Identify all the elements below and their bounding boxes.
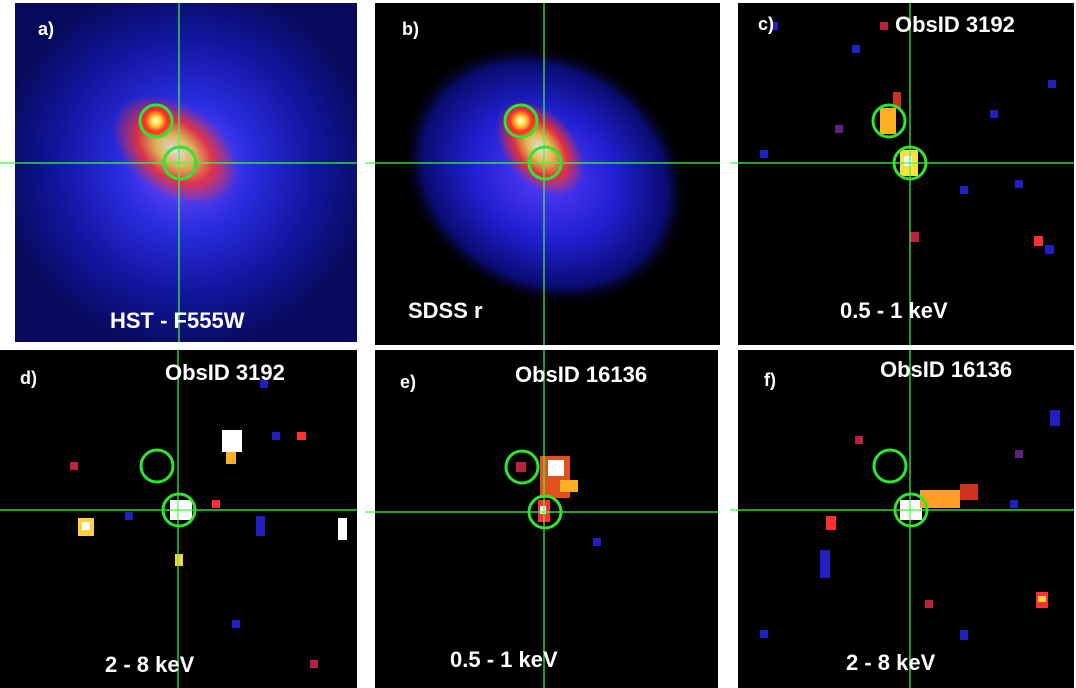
panel-label: d) xyxy=(20,368,37,388)
xray-pixels xyxy=(516,456,601,546)
xray-pixel xyxy=(960,630,968,640)
panel-label: a) xyxy=(38,19,54,39)
panel-f: f) ObsID 16136 2 - 8 keV xyxy=(730,350,1074,688)
source-circle xyxy=(893,492,929,528)
xray-pixel xyxy=(82,522,90,530)
xray-pixel xyxy=(125,512,133,520)
caption: ObsID 3192 xyxy=(895,12,1015,37)
xray-pixels xyxy=(760,410,1060,640)
xray-pixel xyxy=(548,460,564,476)
source-circle xyxy=(872,448,908,484)
caption: ObsID 16136 xyxy=(880,357,1012,382)
caption: SDSS r xyxy=(408,298,483,323)
source-circle xyxy=(871,103,907,139)
caption: 0.5 - 1 keV xyxy=(450,647,558,672)
panel-d: d) ObsID 3192 2 - 8 keV xyxy=(0,350,357,688)
xray-pixel xyxy=(960,484,978,500)
xray-pixel xyxy=(1015,180,1023,188)
xray-pixel xyxy=(256,516,265,536)
xray-pixel xyxy=(560,480,578,492)
xray-pixel xyxy=(175,554,183,566)
source-circle xyxy=(892,145,928,181)
xray-pixel xyxy=(338,518,347,540)
xray-pixel xyxy=(855,436,863,444)
xray-pixel xyxy=(852,45,860,53)
caption: 2 - 8 keV xyxy=(105,652,195,677)
xray-pixel xyxy=(880,22,888,30)
xray-pixel xyxy=(990,110,998,118)
panel-label: e) xyxy=(400,372,416,392)
xray-pixel xyxy=(1038,596,1046,602)
xray-pixel xyxy=(1045,245,1054,254)
xray-pixel xyxy=(835,125,843,133)
xray-pixel xyxy=(920,490,960,508)
caption: 0.5 - 1 keV xyxy=(840,298,948,323)
xray-pixel xyxy=(760,150,768,158)
xray-pixel xyxy=(880,108,896,134)
xray-pixel xyxy=(540,506,546,514)
nucleus xyxy=(503,103,539,139)
source-circle xyxy=(504,449,540,485)
caption: HST - F555W xyxy=(110,308,245,333)
xray-pixel xyxy=(925,600,933,608)
panel-label: b) xyxy=(402,19,419,39)
xray-pixel xyxy=(260,380,268,388)
source-circle xyxy=(161,492,197,528)
xray-pixels xyxy=(70,380,347,668)
xray-pixel xyxy=(226,452,236,464)
panel-b: b) SDSS r xyxy=(365,3,720,345)
xray-pixel xyxy=(904,156,912,166)
xray-pixel xyxy=(297,432,306,440)
panel-label: c) xyxy=(758,14,774,34)
xray-pixel xyxy=(1010,500,1018,508)
xray-pixel xyxy=(310,660,318,668)
xray-pixel xyxy=(826,516,836,530)
caption: 2 - 8 keV xyxy=(846,650,936,675)
nucleus xyxy=(138,103,174,139)
xray-pixel xyxy=(1034,236,1043,246)
panel-label: f) xyxy=(764,370,776,390)
xray-pixel xyxy=(222,430,242,452)
panel-c: c) ObsID 3192 0.5 - 1 keV xyxy=(730,3,1074,345)
source-circle xyxy=(503,103,539,139)
xray-pixel xyxy=(760,630,768,638)
xray-pixel xyxy=(593,538,601,546)
xray-pixel xyxy=(910,232,919,242)
xray-pixel xyxy=(232,620,240,628)
xray-pixel xyxy=(893,92,901,108)
caption: ObsID 3192 xyxy=(165,360,285,385)
source-circle xyxy=(138,103,174,139)
xray-pixel xyxy=(70,462,78,470)
source-circle xyxy=(527,145,563,181)
source-circle xyxy=(162,145,198,181)
xray-pixel xyxy=(960,186,968,194)
xray-pixel xyxy=(1050,410,1060,426)
xray-pixel xyxy=(516,462,526,472)
xray-pixel xyxy=(770,22,778,30)
source-circle xyxy=(527,494,563,530)
panel-e: e) ObsID 16136 0.5 - 1 keV xyxy=(365,350,718,688)
xray-pixel xyxy=(212,500,220,508)
source-circle xyxy=(139,448,175,484)
xray-pixel xyxy=(272,432,280,440)
xray-pixel xyxy=(820,550,830,578)
caption: ObsID 16136 xyxy=(515,362,647,387)
xray-pixel xyxy=(1048,80,1056,88)
panel-a: a) HST - F555W xyxy=(0,3,357,342)
xray-pixel xyxy=(1015,450,1023,458)
